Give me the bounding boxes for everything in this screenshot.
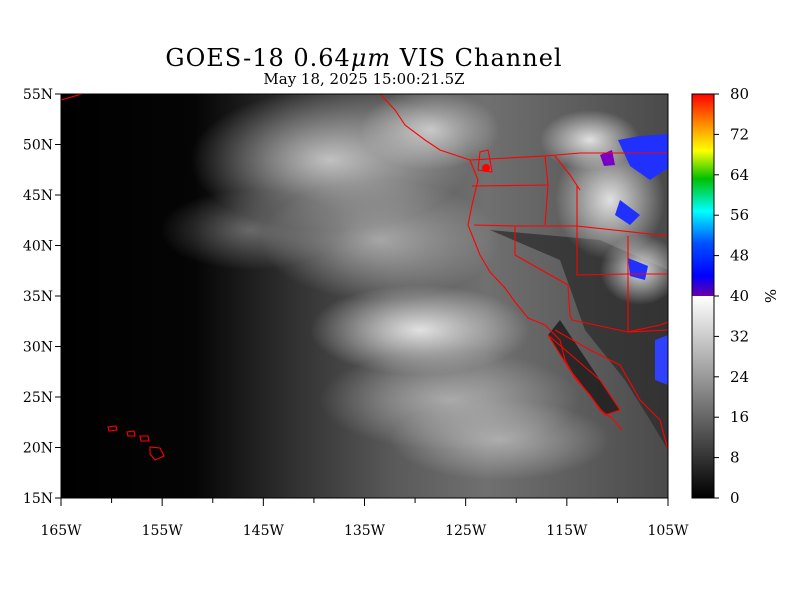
lon-tick-label: 125W [445, 523, 487, 539]
lon-tick-label: 135W [344, 523, 386, 539]
lat-tick-label: 55N [23, 87, 53, 103]
latitude-axis: 55N 50N 45N 40N 35N 30N 25N 20N 15N [23, 87, 61, 507]
lat-tick-label: 40N [23, 239, 53, 255]
lat-tick-label: 30N [23, 340, 53, 356]
map-subtitle: May 18, 2025 15:00:21.5Z [263, 70, 465, 88]
map-boundaries [61, 94, 668, 461]
lat-tick-label: 50N [23, 138, 53, 154]
lat-tick-label: 45N [23, 188, 53, 204]
colorbar-label: 8 [730, 449, 740, 467]
colorbar-label: 0 [730, 489, 740, 507]
colorbar-unit: % [761, 289, 779, 303]
colorbar-label: 32 [730, 327, 749, 345]
colorbar-label: 64 [730, 166, 749, 184]
lat-tick-label: 15N [23, 491, 53, 507]
lon-tick-label: 155W [142, 523, 184, 539]
longitude-axis: 165W 155W 145W 135W 125W 115W 105W [40, 498, 689, 539]
lat-tick-label: 35N [23, 289, 53, 305]
map-title: GOES-18 0.64μm VIS Channel [165, 44, 563, 72]
lat-tick-label: 25N [23, 390, 53, 406]
city-marker [482, 164, 490, 172]
colorbar-label: 40 [730, 287, 749, 305]
colorbar-label: 80 [730, 85, 749, 103]
lon-tick-label: 105W [647, 523, 689, 539]
colorbar-label: 48 [730, 247, 749, 265]
colorbar-label: 72 [730, 125, 749, 143]
lon-tick-label: 145W [243, 523, 285, 539]
colorbar-label: 16 [730, 408, 749, 426]
colorbar-label: 24 [730, 368, 749, 386]
lon-tick-label: 165W [40, 523, 82, 539]
satellite-imagery [61, 94, 668, 498]
colorbar-label: 56 [730, 206, 749, 224]
lat-tick-label: 20N [23, 441, 53, 457]
lon-tick-label: 115W [546, 523, 588, 539]
